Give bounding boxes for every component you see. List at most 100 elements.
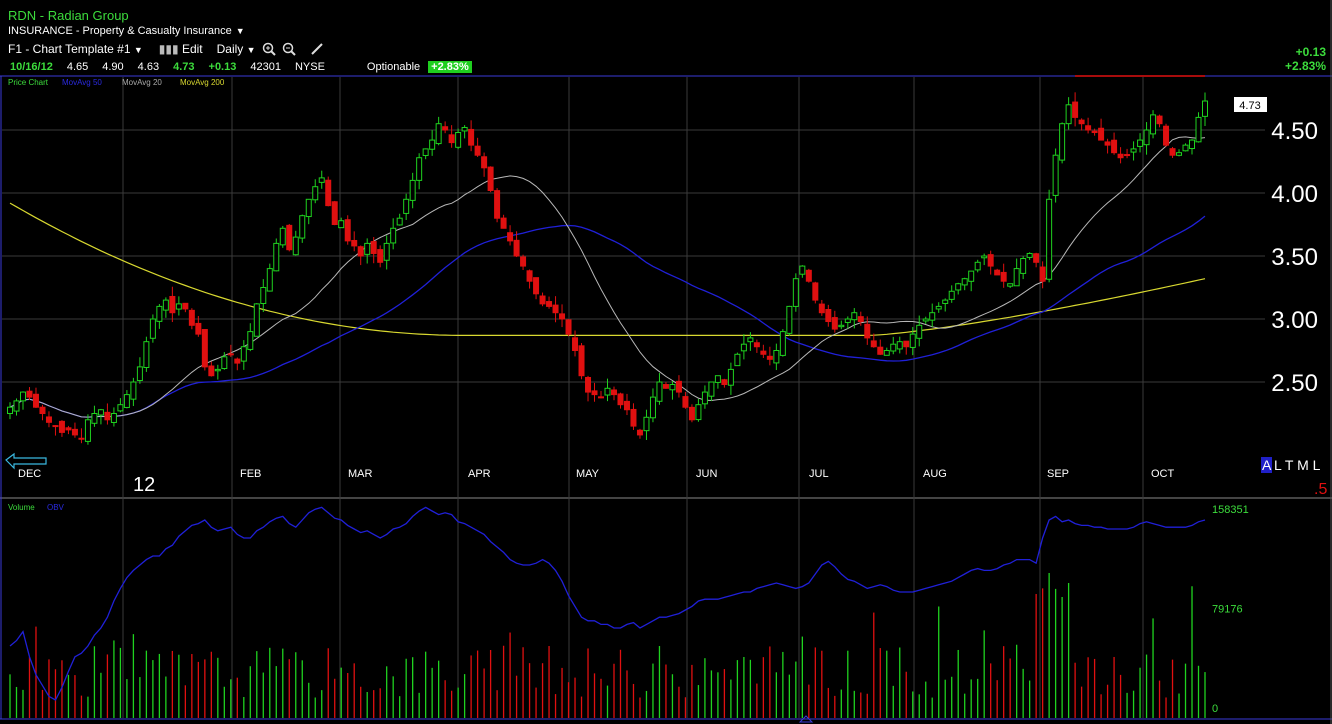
candle-body bbox=[747, 337, 754, 343]
candle-body bbox=[403, 198, 410, 214]
right-change-readout: +0.13 +2.83% bbox=[1285, 45, 1326, 73]
candle-body bbox=[84, 419, 91, 442]
candle-body bbox=[617, 393, 624, 406]
price-axis-tick: 3.50 bbox=[1271, 244, 1318, 271]
pct-change-badge: +2.83% bbox=[428, 61, 472, 73]
quote-open: 4.65 bbox=[66, 61, 89, 73]
candle-body bbox=[104, 411, 111, 421]
last-price-tag bbox=[1234, 97, 1267, 112]
candle-body bbox=[32, 393, 39, 408]
legend-ma50: MovAvg 50 bbox=[62, 78, 102, 87]
template-selector[interactable]: F1 - Chart Template #1 ▼ bbox=[8, 42, 143, 56]
candle-body bbox=[182, 302, 189, 310]
candle-body bbox=[1150, 114, 1157, 135]
candle-body bbox=[507, 232, 514, 242]
candle-body bbox=[1182, 144, 1189, 152]
candle-body bbox=[779, 331, 786, 356]
candle-body bbox=[1169, 148, 1176, 156]
quote-row: 10/16/12 4.65 4.90 4.63 4.73 +0.13 42301… bbox=[10, 60, 486, 74]
ma200-path bbox=[9, 202, 1206, 336]
quote-date: 10/16/12 bbox=[10, 61, 53, 73]
candle-body bbox=[351, 239, 358, 247]
candle-body bbox=[838, 324, 845, 328]
candle-body bbox=[201, 329, 208, 368]
candle-body bbox=[1007, 283, 1014, 287]
candle-body bbox=[1020, 258, 1027, 274]
candle-body bbox=[591, 390, 598, 396]
candle-body bbox=[546, 301, 553, 307]
candle-body bbox=[253, 303, 260, 337]
candle-body bbox=[1104, 141, 1111, 146]
candle-body bbox=[812, 282, 819, 301]
candle-body bbox=[877, 346, 884, 355]
candle-body bbox=[987, 254, 994, 267]
candle-body bbox=[864, 323, 871, 339]
obv-path bbox=[9, 506, 1206, 701]
scale-a-button[interactable]: A bbox=[1262, 457, 1272, 473]
candle-body bbox=[221, 356, 228, 370]
chevron-down-icon: ▼ bbox=[133, 45, 143, 55]
candle-body bbox=[533, 277, 540, 295]
candle-body bbox=[286, 224, 293, 251]
candle-body bbox=[266, 268, 273, 292]
candle-body bbox=[766, 355, 773, 360]
volume-axis-tick: 0 bbox=[1212, 703, 1218, 715]
scroll-left-arrow-icon[interactable] bbox=[5, 452, 47, 470]
candle-body bbox=[526, 270, 533, 282]
draw-line-icon[interactable] bbox=[310, 42, 324, 56]
scale-other-buttons[interactable]: L T M L bbox=[1274, 457, 1321, 473]
candle-body bbox=[331, 201, 338, 226]
volume-axis-labels: 158351 79176 0 bbox=[1212, 504, 1249, 715]
candle-body bbox=[786, 305, 793, 334]
candle-body bbox=[675, 380, 682, 393]
candle-body bbox=[1137, 139, 1144, 147]
candle-body bbox=[130, 381, 137, 400]
candle-body bbox=[818, 303, 825, 314]
candle-body bbox=[1143, 129, 1150, 146]
candle-body bbox=[175, 303, 182, 310]
candle-body bbox=[169, 295, 176, 314]
zoom-out-icon[interactable] bbox=[282, 42, 296, 56]
candle-body bbox=[559, 313, 566, 320]
candle-body bbox=[396, 217, 403, 226]
candle-body bbox=[195, 322, 202, 335]
candle-body bbox=[123, 394, 130, 408]
edit-button[interactable]: ▮▮▮ Edit bbox=[159, 42, 203, 56]
candle-body bbox=[97, 409, 104, 416]
candle-body bbox=[52, 425, 59, 428]
candle-body bbox=[682, 396, 689, 408]
candle-body bbox=[610, 389, 617, 396]
candle-body bbox=[701, 391, 708, 405]
right-change: +0.13 bbox=[1295, 45, 1326, 59]
candle-body bbox=[623, 400, 630, 411]
chevron-down-icon: ▼ bbox=[235, 26, 245, 36]
candle-body bbox=[383, 242, 390, 261]
candle-body bbox=[1072, 101, 1079, 118]
month-label: MAR bbox=[348, 468, 373, 480]
candle-body bbox=[429, 139, 436, 150]
candle-body bbox=[45, 416, 52, 423]
candle-body bbox=[13, 400, 20, 412]
zoom-in-icon[interactable] bbox=[262, 42, 276, 56]
candle-body bbox=[968, 270, 975, 282]
candle-body bbox=[494, 190, 501, 219]
period-selector[interactable]: Daily ▼ bbox=[217, 42, 256, 56]
candle-body bbox=[903, 340, 910, 348]
ma20-path bbox=[9, 136, 1206, 418]
candle-body bbox=[377, 249, 384, 263]
candle-body bbox=[896, 341, 903, 350]
candle-body bbox=[481, 156, 488, 169]
candle-body bbox=[1026, 252, 1033, 258]
symbol-title[interactable]: RDN - Radian Group bbox=[8, 8, 129, 23]
candle-body bbox=[890, 343, 897, 352]
candle-body bbox=[1091, 130, 1098, 134]
candle-body bbox=[1059, 123, 1066, 161]
month-label: FEB bbox=[240, 468, 261, 480]
candle-body bbox=[520, 256, 527, 267]
industry-selector[interactable]: INSURANCE - Property & Casualty Insuranc… bbox=[8, 25, 245, 37]
scroll-position-marker-icon[interactable] bbox=[798, 715, 814, 723]
candle-body bbox=[435, 123, 442, 145]
candle-body bbox=[1046, 198, 1053, 280]
candle-body bbox=[71, 428, 78, 436]
